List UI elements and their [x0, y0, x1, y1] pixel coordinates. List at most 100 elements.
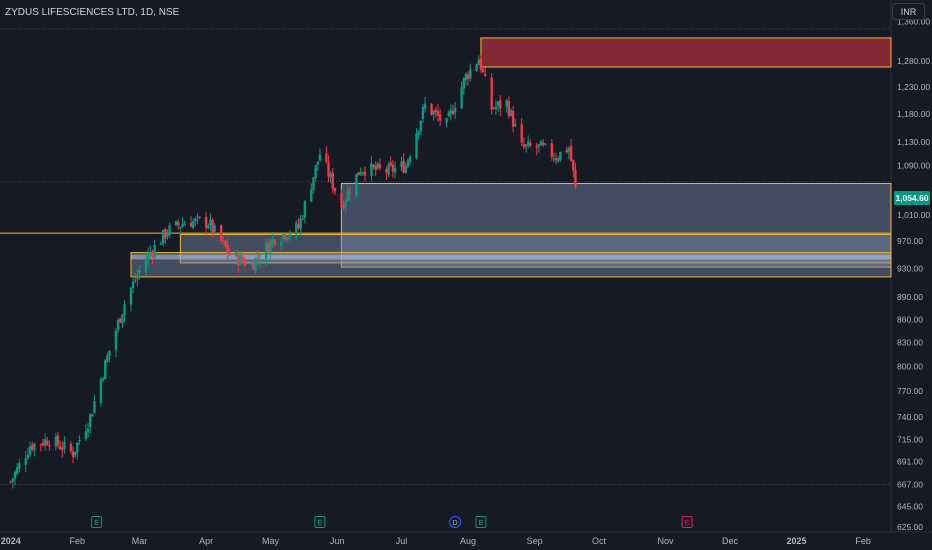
candle-body-up: [346, 190, 350, 202]
candle-body-down: [134, 279, 137, 281]
candle-body-down: [541, 142, 545, 145]
price-tick-label: 770.00: [897, 386, 923, 396]
candle-body-down: [325, 153, 328, 162]
candle-body-up: [91, 414, 94, 417]
candle-body-up: [295, 223, 298, 234]
candle-body-up: [301, 218, 304, 220]
price-tick-label: 1,090.00: [897, 160, 930, 170]
candle-body-down: [119, 318, 122, 323]
time-tick-label: Aug: [460, 536, 476, 546]
candle-body-down: [479, 58, 483, 71]
event-marker-label: E: [318, 520, 323, 527]
earnings-marker[interactable]: E: [314, 516, 326, 528]
candle-body-up: [15, 467, 19, 474]
candle-body-down: [348, 192, 352, 194]
candle-body-up: [557, 158, 560, 162]
candle-body-down: [333, 188, 337, 192]
time-tick-label: Nov: [658, 536, 675, 546]
candle-body-up: [552, 158, 556, 160]
candle-body-down: [222, 239, 225, 241]
candle-body-up: [161, 229, 165, 244]
candle-body-up: [449, 109, 453, 114]
time-tick-label: 2025: [787, 536, 807, 546]
candle-body-up: [299, 218, 302, 229]
candle-body-up: [101, 378, 105, 380]
candle-body-down: [297, 224, 300, 229]
candle-body-up: [567, 148, 571, 152]
candle-body-up: [445, 118, 448, 123]
candle-body-up: [496, 101, 500, 106]
dividend-marker[interactable]: D: [449, 516, 462, 528]
candle-body-up: [166, 233, 169, 237]
price-tick-label: 1,010.00: [897, 210, 930, 220]
candle-body-down: [331, 172, 334, 189]
price-tick-label: 625.00: [897, 522, 923, 532]
candle-body-up: [174, 221, 178, 226]
candle-body-down: [41, 442, 45, 446]
candle-body-down: [572, 160, 575, 171]
candle-body-up: [183, 223, 186, 226]
price-tick-label: 1,280.00: [897, 56, 930, 66]
earnings-marker[interactable]: E: [475, 516, 487, 528]
candle-body-up: [179, 227, 182, 229]
candle-body-down: [256, 257, 259, 259]
time-tick-label: Apr: [199, 536, 213, 546]
candle-body-down: [164, 229, 167, 239]
candle-body-up: [376, 163, 380, 169]
price-tick-label: 667.00: [897, 480, 923, 490]
candle-body-down: [378, 164, 382, 169]
candle-body-up: [509, 110, 513, 116]
candle-body-down: [71, 451, 75, 458]
candle-body-up: [159, 243, 163, 245]
candle-body-up: [88, 414, 92, 427]
candle-body-down: [574, 169, 577, 187]
candle-body-up: [514, 124, 517, 126]
candle-body-down: [267, 243, 270, 253]
earnings-marker[interactable]: E: [91, 516, 103, 528]
candle-body-up: [462, 78, 465, 89]
price-tick-label: 970.00: [897, 236, 923, 246]
price-tick-label: 800.00: [897, 361, 923, 371]
candle-body-down: [389, 162, 392, 166]
candle-body-up: [104, 360, 107, 380]
candle-body-up: [361, 172, 365, 174]
candle-body-up: [464, 73, 468, 81]
time-tick-label: Jul: [396, 536, 408, 546]
candle-body-up: [136, 275, 139, 280]
supply-zone: [480, 37, 892, 68]
price-tick-label: 830.00: [897, 337, 923, 347]
candle-body-up: [234, 252, 238, 256]
candle-body-up: [43, 439, 47, 446]
candle-body-up: [99, 379, 103, 403]
candle-body-up: [526, 141, 530, 146]
candle-body-up: [181, 224, 184, 227]
candle-body-up: [280, 241, 283, 246]
event-marker-label: E: [479, 520, 484, 527]
candle-body-up: [144, 258, 148, 272]
candle-body-up: [393, 167, 397, 173]
candle-body-up: [494, 106, 498, 109]
candle-body-down: [243, 261, 246, 266]
currency-button[interactable]: INR: [892, 3, 925, 20]
candle-body-up: [78, 439, 81, 442]
time-axis[interactable]: 2024 Feb Mar Apr May Jun Jul Aug Sep Oct Nov Dec 202…: [1, 536, 871, 546]
candle-body-up: [86, 428, 90, 433]
price-axis[interactable]: 1,360.00 1,280.00 1,230.00 1,180.00 1,130.00…: [897, 16, 930, 531]
candle-body-down: [284, 235, 287, 240]
time-tick-label: Dec: [722, 536, 739, 546]
candle-body-up: [539, 140, 543, 146]
candle-body-up: [265, 242, 268, 259]
time-tick-label: Oct: [592, 536, 607, 546]
candle-body-down: [511, 110, 515, 127]
event-marker-label: D: [453, 520, 458, 527]
candle-body-up: [387, 164, 390, 175]
earnings-marker[interactable]: E: [681, 516, 693, 528]
price-tick-label: 691.00: [897, 457, 923, 467]
candle-body-up: [192, 221, 195, 228]
candle-body-down: [46, 440, 49, 446]
candle-body-down: [372, 165, 375, 167]
candle-body-up: [559, 151, 562, 161]
candle-body-up: [149, 252, 152, 254]
